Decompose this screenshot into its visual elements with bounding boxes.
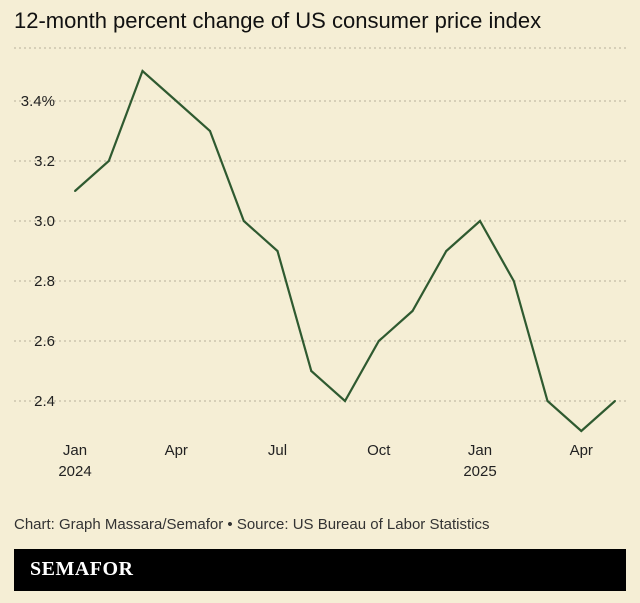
data-point bbox=[74, 190, 76, 192]
y-axis: 2.4 2.6 2.8 3.0 3.2 3.4% bbox=[21, 93, 55, 410]
line-chart: 2.4 2.6 2.8 3.0 3.2 3.4% Jan 2024 Apr Jul Oct Jan 2… bbox=[14, 47, 626, 480]
x-axis: Jan 2024 Apr Jul Oct Jan 2025 Apr bbox=[58, 442, 593, 480]
data-point bbox=[445, 250, 448, 252]
y-tick-label: 2.4 bbox=[34, 393, 55, 410]
y-tick-label: 2.8 bbox=[34, 273, 55, 290]
data-point bbox=[107, 160, 110, 162]
series-group bbox=[74, 69, 616, 433]
data-point bbox=[141, 70, 144, 72]
x-tick-label: Oct bbox=[367, 442, 391, 459]
chart-title: 12-month percent change of US consumer p… bbox=[14, 8, 542, 33]
source-note: Chart: Graph Massara/Semafor • Source: U… bbox=[14, 516, 490, 533]
x-tick-label: Apr bbox=[570, 442, 593, 459]
x-tick-label: Apr bbox=[165, 442, 188, 459]
series-line-cpi bbox=[74, 69, 616, 433]
data-point bbox=[276, 250, 279, 252]
data-point bbox=[479, 220, 481, 222]
brand-logo: SEMAFOR bbox=[30, 558, 134, 580]
x-tick-year-label: 2025 bbox=[463, 463, 496, 480]
x-tick-label: Jan bbox=[468, 442, 492, 459]
data-point bbox=[580, 430, 583, 432]
x-tick-label: Jul bbox=[268, 442, 287, 459]
y-tick-label: 3.0 bbox=[34, 213, 55, 230]
data-point bbox=[175, 100, 178, 102]
data-point bbox=[209, 130, 211, 132]
data-point bbox=[377, 340, 380, 342]
data-point bbox=[546, 400, 549, 402]
y-tick-label: 3.4% bbox=[21, 93, 55, 110]
data-point bbox=[614, 400, 616, 402]
data-point bbox=[512, 280, 515, 282]
x-tick-label: Jan bbox=[63, 442, 87, 459]
y-tick-label: 2.6 bbox=[34, 333, 55, 350]
data-point bbox=[242, 220, 245, 222]
brand-bar: SEMAFOR bbox=[14, 549, 626, 591]
x-tick-year-label: 2024 bbox=[58, 463, 91, 480]
data-point bbox=[411, 310, 414, 312]
gridlines bbox=[14, 100, 626, 402]
data-point bbox=[310, 370, 313, 372]
y-tick-label: 3.2 bbox=[34, 153, 55, 170]
data-point bbox=[344, 400, 346, 402]
